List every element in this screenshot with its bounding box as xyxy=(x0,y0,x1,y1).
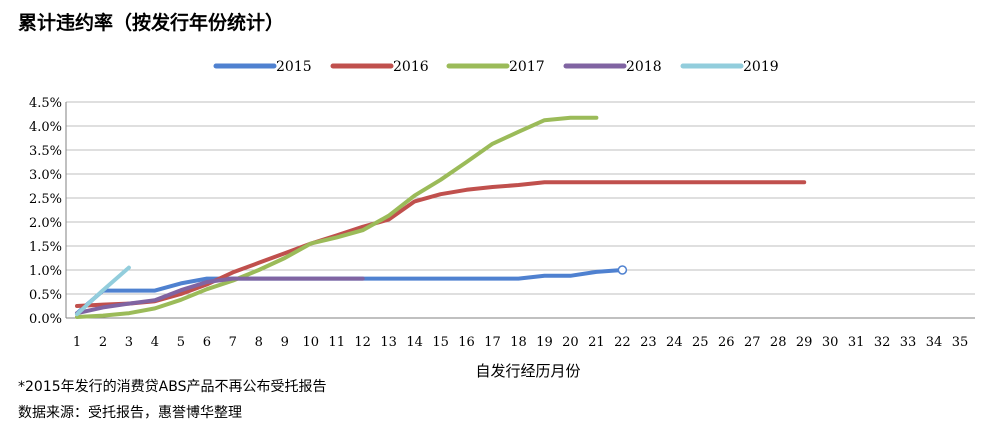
legend-label-2017: 2017 xyxy=(509,59,545,75)
x-tick-label: 33 xyxy=(900,335,917,350)
gridlines xyxy=(66,101,975,295)
x-tick-label: 28 xyxy=(770,335,787,350)
x-tick-label: 29 xyxy=(796,335,813,350)
x-tick-label: 5 xyxy=(177,335,185,350)
series-line-2016 xyxy=(75,180,807,308)
y-tick-label: 3.0% xyxy=(29,168,62,183)
y-tick-label: 1.0% xyxy=(29,264,62,279)
y-tick-label: 4.0% xyxy=(29,120,62,135)
x-tick-label: 21 xyxy=(588,335,605,350)
y-tick-label: 1.5% xyxy=(29,240,62,255)
x-tick-label: 8 xyxy=(255,335,263,350)
x-tick-label: 17 xyxy=(484,335,501,350)
x-tick-label: 19 xyxy=(536,335,553,350)
x-tick-label: 12 xyxy=(354,335,371,350)
series-line-2017 xyxy=(75,115,599,319)
y-tick-label: 4.5% xyxy=(29,96,62,111)
x-tick-label: 24 xyxy=(666,335,683,350)
x-tick-label: 7 xyxy=(229,335,237,350)
x-tick-label: 15 xyxy=(432,335,449,350)
series-line-2019 xyxy=(75,265,131,317)
x-tick-label: 18 xyxy=(510,335,527,350)
axes xyxy=(65,102,975,319)
legend-label-2019: 2019 xyxy=(743,59,779,75)
x-tick-label: 9 xyxy=(281,335,289,350)
x-tick-label: 23 xyxy=(640,335,657,350)
x-tick-label: 26 xyxy=(718,335,735,350)
x-tick-label: 31 xyxy=(848,335,865,350)
x-tick-label: 27 xyxy=(744,335,761,350)
x-tick-label: 6 xyxy=(203,335,211,350)
x-tick-label: 4 xyxy=(151,335,159,350)
legend-label-2015: 2015 xyxy=(276,59,312,75)
x-tick-label: 14 xyxy=(406,335,423,350)
series-end-marker-2015 xyxy=(617,265,628,275)
x-tick-label: 11 xyxy=(328,335,345,350)
y-tick-label: 0.5% xyxy=(29,288,62,303)
x-tick-label: 2 xyxy=(99,335,107,350)
x-axis-label: 自发行经历月份 xyxy=(475,362,580,380)
x-tick-label: 20 xyxy=(562,335,579,350)
x-tick-label: 1 xyxy=(73,335,81,350)
chart-title: 累计违约率（按发行年份统计） xyxy=(18,12,285,34)
y-tick-labels: 0.0% 0.5% 1.0% 1.5% 2.0% 2.5% 3.0% 3.5% 4.0% 4.5% xyxy=(29,96,62,327)
x-tick-labels: 1 2 3 4 5 6 7 8 9 10 11 12 13 14 15 16 17 18 19 20 21 22 23 24 2… xyxy=(73,335,968,350)
x-tick-label: 32 xyxy=(874,335,891,350)
y-tick-label: 3.5% xyxy=(29,144,62,159)
y-tick-label: 2.5% xyxy=(29,192,62,207)
y-tick-label: 2.0% xyxy=(29,216,62,231)
x-tick-label: 13 xyxy=(380,335,397,350)
x-tick-label: 22 xyxy=(614,335,631,350)
x-tick-label: 25 xyxy=(692,335,709,350)
x-tick-label: 3 xyxy=(125,335,133,350)
footnote-source: 数据来源：受托报告，惠誉博华整理 xyxy=(18,405,242,421)
legend: 2015 2016 2017 2018 2019 xyxy=(213,59,779,75)
x-tick-label: 16 xyxy=(458,335,475,350)
y-tick-label: 0.0% xyxy=(29,312,62,327)
x-tick-label: 34 xyxy=(926,335,943,350)
x-tick-label: 30 xyxy=(822,335,839,350)
x-tick-label: 10 xyxy=(302,335,319,350)
series-line-2018 xyxy=(75,276,365,316)
footnote-note: *2015年发行的消费贷ABS产品不再公布受托报告 xyxy=(18,379,327,395)
series-lines xyxy=(75,115,807,319)
legend-label-2018: 2018 xyxy=(626,59,662,75)
x-tick-label: 35 xyxy=(952,335,969,350)
legend-label-2016: 2016 xyxy=(393,59,429,75)
